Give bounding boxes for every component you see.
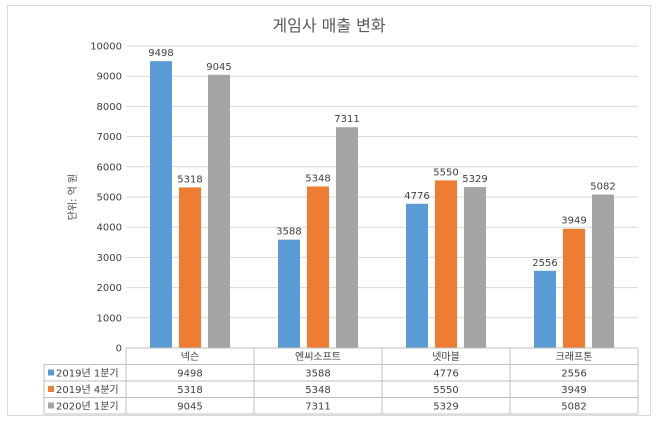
legend-series-name: 2019년 1분기 — [56, 368, 119, 380]
category-label: 엔씨소프트 — [295, 351, 341, 363]
legend-swatch — [48, 386, 54, 392]
table-cell: 9498 — [177, 369, 202, 380]
table-cell: 5318 — [177, 385, 202, 396]
y-tick-label: 2000 — [97, 283, 122, 294]
data-label: 5550 — [433, 167, 458, 178]
y-tick-label: 10000 — [90, 42, 122, 53]
data-label: 5318 — [177, 174, 202, 185]
table-cell: 5348 — [305, 385, 330, 396]
table-cell: 3588 — [305, 369, 330, 380]
data-label: 9498 — [148, 48, 173, 59]
data-label: 5329 — [462, 174, 487, 185]
bar — [336, 127, 358, 349]
legend-series-name: 2019년 4분기 — [56, 384, 119, 396]
y-axis-label: 단위: 억 원 — [66, 174, 79, 221]
data-label: 3949 — [561, 216, 586, 227]
data-label: 7311 — [334, 114, 359, 125]
data-label: 3588 — [276, 227, 301, 238]
bar — [435, 180, 457, 348]
data-label: 5082 — [590, 182, 615, 193]
table-cell: 5550 — [433, 385, 458, 396]
table-cell: 9045 — [177, 402, 202, 413]
bar — [534, 270, 556, 348]
table-cell: 3949 — [561, 385, 586, 396]
y-tick-label: 1000 — [97, 313, 122, 324]
y-tick-label: 9000 — [97, 72, 122, 83]
bar — [179, 187, 201, 348]
data-table: 넥슨 엔씨소프트 넷마블 크래프톤 2019년 1분기 9498 3588 4776 2556 2… — [43, 347, 639, 415]
bar — [150, 61, 172, 348]
legend-series-name: 2020년 1분기 — [56, 401, 119, 413]
bar — [464, 187, 486, 348]
table-cell: 7311 — [305, 402, 330, 413]
data-label: 5348 — [305, 173, 330, 184]
category-label: 넷마블 — [432, 351, 460, 363]
y-tick-label: 0 — [116, 344, 122, 355]
table-cell: 4776 — [433, 369, 458, 380]
data-label: 4776 — [404, 191, 429, 202]
bars: 9498 3588 4776 2556 5318 5348 5550 3949 9045 7311… — [148, 48, 616, 349]
y-tick-label: 5000 — [97, 193, 122, 204]
y-tick-label: 8000 — [97, 102, 122, 113]
bar — [208, 74, 230, 348]
legend-swatch — [48, 402, 54, 409]
y-tick-label: 6000 — [97, 162, 122, 173]
table-cell: 5082 — [561, 402, 586, 413]
y-tick-label: 7000 — [97, 132, 122, 143]
bar — [406, 203, 428, 348]
table-cell: 2556 — [561, 369, 586, 380]
bar — [592, 194, 614, 348]
bar — [278, 239, 300, 348]
table-cell: 5329 — [433, 402, 458, 413]
category-label: 크래프톤 — [556, 351, 593, 363]
chart-title: 게임사 매출 변화 — [272, 16, 385, 35]
data-label: 9045 — [206, 62, 231, 73]
y-tick-label: 4000 — [97, 223, 122, 234]
bar — [563, 228, 585, 348]
category-label: 넥슨 — [181, 351, 199, 363]
data-label: 2556 — [532, 258, 557, 269]
y-tick-label: 3000 — [97, 253, 122, 264]
bar — [307, 186, 329, 348]
legend-swatch — [48, 369, 54, 376]
